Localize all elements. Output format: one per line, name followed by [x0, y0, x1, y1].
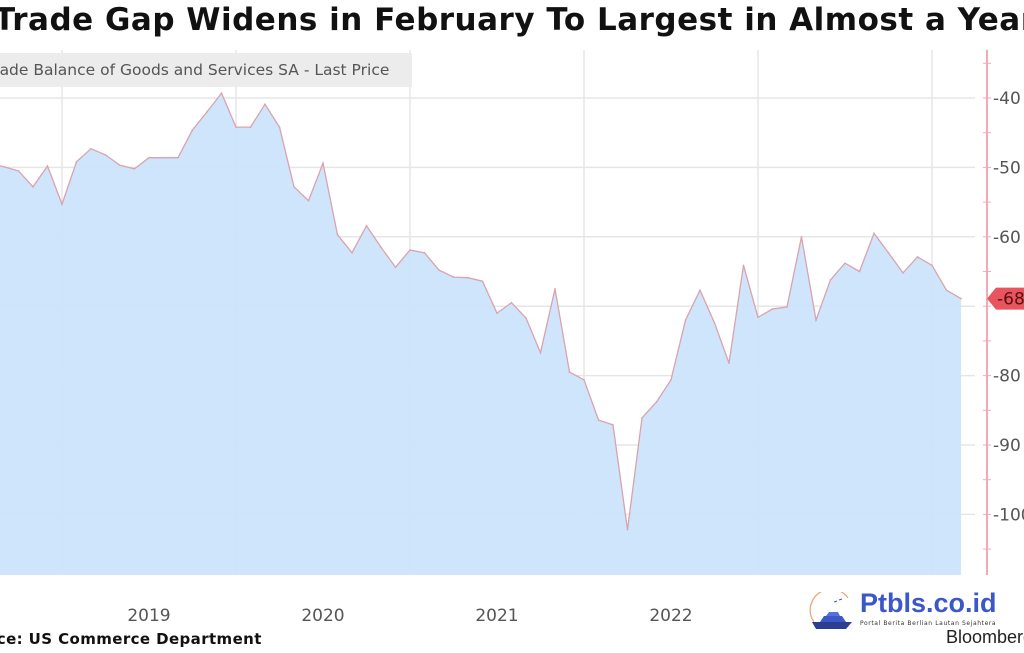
source-note: Source: US Commerce Department [0, 630, 262, 648]
y-ticks: -40 -50 -60 -80 -90 -100 [983, 62, 1024, 550]
data-point [336, 233, 339, 236]
x-tick-label: 2019 [127, 606, 170, 626]
data-point [568, 371, 571, 373]
x-ticks: 20182019202020212022 [127, 606, 692, 626]
data-point [496, 312, 498, 314]
tag-shape [987, 287, 1024, 310]
data-point [931, 264, 933, 267]
data-point [510, 301, 513, 304]
data-point [641, 417, 643, 419]
last-value-tag: -68.9 [987, 287, 1024, 310]
data-point [220, 92, 223, 94]
data-point [873, 232, 875, 235]
data-point [409, 249, 411, 251]
data-point [249, 126, 252, 128]
data-point [525, 317, 527, 319]
data-point [3, 165, 5, 168]
data-point [438, 269, 440, 271]
legend: Trade Balance of Goods and Services SA -… [0, 53, 412, 87]
data-point [771, 308, 774, 310]
data-point [583, 378, 585, 381]
data-point [380, 246, 382, 249]
data-point [17, 170, 20, 172]
data-point [133, 167, 136, 170]
data-point [46, 165, 49, 167]
data-point [757, 316, 759, 319]
data-point [887, 251, 890, 254]
y-tick-label: -40 [993, 89, 1021, 109]
data-point [162, 156, 165, 159]
ship-logo-icon [809, 592, 852, 629]
data-point [104, 154, 107, 156]
data-point [945, 289, 948, 292]
data-point [597, 419, 600, 421]
data-point [61, 203, 63, 205]
series-line [0, 91, 962, 530]
data-point [626, 528, 629, 531]
data-point [452, 276, 455, 278]
data-point [815, 319, 817, 321]
data-point [177, 156, 179, 159]
data-point [684, 319, 687, 321]
data-point [713, 322, 716, 324]
chart-title: Trade Gap Widens in February To Largest … [0, 2, 1024, 38]
data-point [742, 264, 745, 267]
data-point [235, 126, 237, 128]
data-point [800, 236, 803, 238]
data-point [278, 126, 281, 128]
data-point [554, 288, 556, 290]
y-tick-label: -50 [993, 158, 1021, 178]
data-point [858, 270, 861, 273]
data-point [844, 262, 846, 264]
data-point [786, 306, 788, 308]
watermark-name: Ptbls.co.id [860, 588, 997, 618]
data-point [293, 186, 295, 188]
data-point [75, 161, 78, 163]
data-point [351, 251, 353, 254]
data-point [264, 103, 266, 106]
bloomberg-brand: Bloomberg [946, 627, 1024, 647]
data-point [902, 272, 904, 274]
data-point [655, 401, 658, 403]
data-point [699, 289, 701, 292]
data-point [307, 199, 310, 202]
x-tick-label: 2020 [301, 606, 344, 626]
y-tick-label: -80 [993, 367, 1021, 387]
legend-label: Trade Balance of Goods and Services SA -… [0, 61, 390, 79]
data-points [3, 92, 962, 531]
data-point [670, 378, 672, 381]
data-point [191, 129, 194, 131]
data-point [322, 162, 324, 165]
data-point [423, 251, 426, 254]
y-tick-label: -90 [993, 436, 1021, 456]
x-tick-label: 2021 [475, 606, 518, 626]
data-point [539, 351, 542, 354]
data-point [612, 424, 614, 426]
data-point [481, 280, 484, 283]
x-tick-label: 2022 [649, 606, 692, 626]
data-point [960, 297, 962, 300]
data-point [467, 276, 469, 279]
data-point [829, 279, 832, 281]
data-point [394, 266, 397, 269]
data-point [365, 224, 368, 227]
watermark-tagline: Portal Berita Berlian Lautan Sejahtera [860, 620, 997, 627]
data-point [90, 147, 92, 150]
data-point [206, 111, 208, 113]
data-point [32, 186, 34, 188]
data-point [148, 156, 150, 159]
y-tick-label: -100 [993, 505, 1024, 525]
data-point [728, 362, 730, 364]
last-value-label: -68.9 [997, 290, 1024, 310]
series-area [0, 93, 961, 575]
data-point [119, 164, 121, 167]
y-tick-label: -60 [993, 228, 1021, 248]
watermark: Ptbls.co.id Portal Berita Berlian Lautan… [808, 588, 1008, 632]
data-point [916, 256, 919, 258]
